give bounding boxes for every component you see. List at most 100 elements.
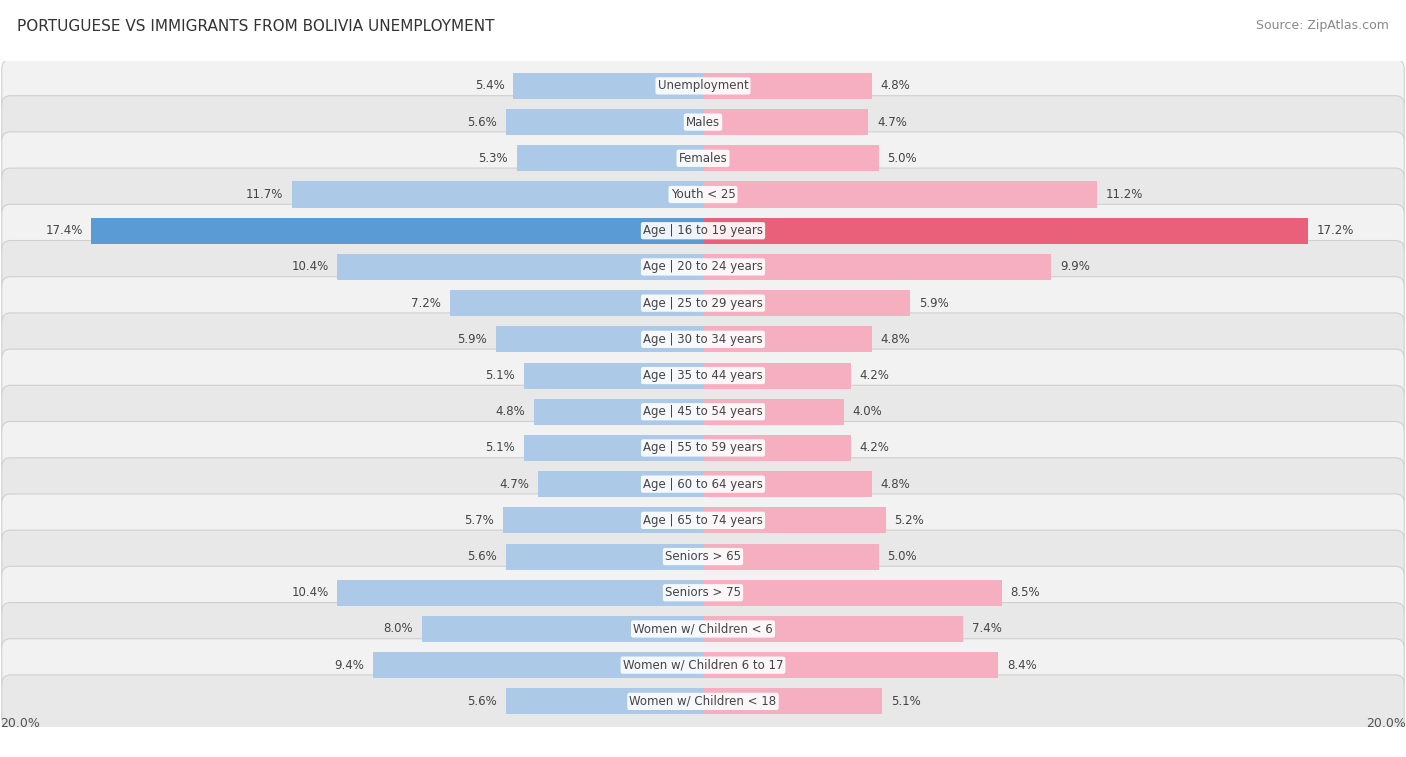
Bar <box>337 254 703 280</box>
Text: 5.6%: 5.6% <box>468 550 498 563</box>
Bar <box>703 145 879 171</box>
Text: 5.1%: 5.1% <box>891 695 921 708</box>
Bar <box>422 616 703 642</box>
Text: 5.0%: 5.0% <box>887 152 917 165</box>
Text: 4.8%: 4.8% <box>496 405 526 418</box>
FancyBboxPatch shape <box>1 277 1405 329</box>
Bar <box>503 507 703 534</box>
Text: 5.9%: 5.9% <box>920 297 949 310</box>
Text: 4.7%: 4.7% <box>499 478 529 491</box>
Text: 8.0%: 8.0% <box>384 622 413 635</box>
Text: 4.2%: 4.2% <box>859 369 889 382</box>
Bar <box>703 290 911 316</box>
Bar <box>703 471 872 497</box>
Text: 5.2%: 5.2% <box>894 514 924 527</box>
Bar <box>534 399 703 425</box>
Text: 17.4%: 17.4% <box>45 224 83 237</box>
Text: 7.4%: 7.4% <box>972 622 1001 635</box>
Text: 5.7%: 5.7% <box>464 514 494 527</box>
Text: 20.0%: 20.0% <box>0 718 39 731</box>
Text: 8.4%: 8.4% <box>1007 659 1036 671</box>
Text: 5.6%: 5.6% <box>468 116 498 129</box>
Bar <box>496 326 703 352</box>
FancyBboxPatch shape <box>1 204 1405 257</box>
Text: 4.2%: 4.2% <box>859 441 889 454</box>
FancyBboxPatch shape <box>1 95 1405 148</box>
FancyBboxPatch shape <box>1 422 1405 475</box>
Bar <box>703 363 851 388</box>
Bar <box>703 73 872 99</box>
Text: Age | 16 to 19 years: Age | 16 to 19 years <box>643 224 763 237</box>
Bar <box>703 218 1308 244</box>
Text: 4.8%: 4.8% <box>880 79 910 92</box>
Text: Age | 25 to 29 years: Age | 25 to 29 years <box>643 297 763 310</box>
Bar <box>292 182 703 207</box>
Text: 4.0%: 4.0% <box>852 405 882 418</box>
Text: 5.9%: 5.9% <box>457 333 486 346</box>
Bar <box>703 544 879 569</box>
Text: Seniors > 65: Seniors > 65 <box>665 550 741 563</box>
Bar <box>91 218 703 244</box>
FancyBboxPatch shape <box>1 168 1405 221</box>
Bar <box>537 471 703 497</box>
Text: Age | 65 to 74 years: Age | 65 to 74 years <box>643 514 763 527</box>
FancyBboxPatch shape <box>1 349 1405 402</box>
Text: Females: Females <box>679 152 727 165</box>
Text: 7.2%: 7.2% <box>412 297 441 310</box>
Text: 10.4%: 10.4% <box>291 586 329 600</box>
Text: Women w/ Children 6 to 17: Women w/ Children 6 to 17 <box>623 659 783 671</box>
Text: 5.1%: 5.1% <box>485 441 515 454</box>
Text: 4.8%: 4.8% <box>880 333 910 346</box>
Text: 5.3%: 5.3% <box>478 152 508 165</box>
Bar <box>506 544 703 569</box>
Text: Age | 20 to 24 years: Age | 20 to 24 years <box>643 260 763 273</box>
Text: 11.2%: 11.2% <box>1105 188 1143 201</box>
FancyBboxPatch shape <box>1 603 1405 656</box>
Text: 5.1%: 5.1% <box>485 369 515 382</box>
Bar <box>703 399 844 425</box>
FancyBboxPatch shape <box>1 458 1405 510</box>
Text: 11.7%: 11.7% <box>246 188 283 201</box>
Text: PORTUGUESE VS IMMIGRANTS FROM BOLIVIA UNEMPLOYMENT: PORTUGUESE VS IMMIGRANTS FROM BOLIVIA UN… <box>17 19 495 34</box>
Text: 4.7%: 4.7% <box>877 116 907 129</box>
Text: 5.4%: 5.4% <box>475 79 505 92</box>
FancyBboxPatch shape <box>1 675 1405 727</box>
FancyBboxPatch shape <box>1 313 1405 366</box>
Bar <box>703 616 963 642</box>
Text: 9.4%: 9.4% <box>335 659 364 671</box>
Text: 5.6%: 5.6% <box>468 695 498 708</box>
FancyBboxPatch shape <box>1 566 1405 619</box>
Bar <box>703 254 1052 280</box>
Text: Age | 35 to 44 years: Age | 35 to 44 years <box>643 369 763 382</box>
Text: Women w/ Children < 6: Women w/ Children < 6 <box>633 622 773 635</box>
Bar <box>524 363 703 388</box>
FancyBboxPatch shape <box>1 132 1405 185</box>
Bar <box>703 109 869 136</box>
Bar <box>703 652 998 678</box>
Text: Age | 45 to 54 years: Age | 45 to 54 years <box>643 405 763 418</box>
Bar <box>506 109 703 136</box>
Text: Women w/ Children < 18: Women w/ Children < 18 <box>630 695 776 708</box>
Bar <box>703 580 1001 606</box>
Text: Age | 55 to 59 years: Age | 55 to 59 years <box>643 441 763 454</box>
Text: Source: ZipAtlas.com: Source: ZipAtlas.com <box>1256 19 1389 32</box>
Text: Seniors > 75: Seniors > 75 <box>665 586 741 600</box>
Bar <box>524 435 703 461</box>
Text: Youth < 25: Youth < 25 <box>671 188 735 201</box>
Bar <box>337 580 703 606</box>
Text: Males: Males <box>686 116 720 129</box>
Bar <box>703 326 872 352</box>
FancyBboxPatch shape <box>1 530 1405 583</box>
Text: 9.9%: 9.9% <box>1060 260 1090 273</box>
FancyBboxPatch shape <box>1 241 1405 294</box>
Text: 8.5%: 8.5% <box>1011 586 1040 600</box>
Bar <box>703 688 883 715</box>
Bar <box>373 652 703 678</box>
Bar <box>513 73 703 99</box>
Text: Age | 60 to 64 years: Age | 60 to 64 years <box>643 478 763 491</box>
Text: Unemployment: Unemployment <box>658 79 748 92</box>
Text: 10.4%: 10.4% <box>291 260 329 273</box>
Bar <box>703 435 851 461</box>
Text: 20.0%: 20.0% <box>1367 718 1406 731</box>
Bar <box>703 507 886 534</box>
